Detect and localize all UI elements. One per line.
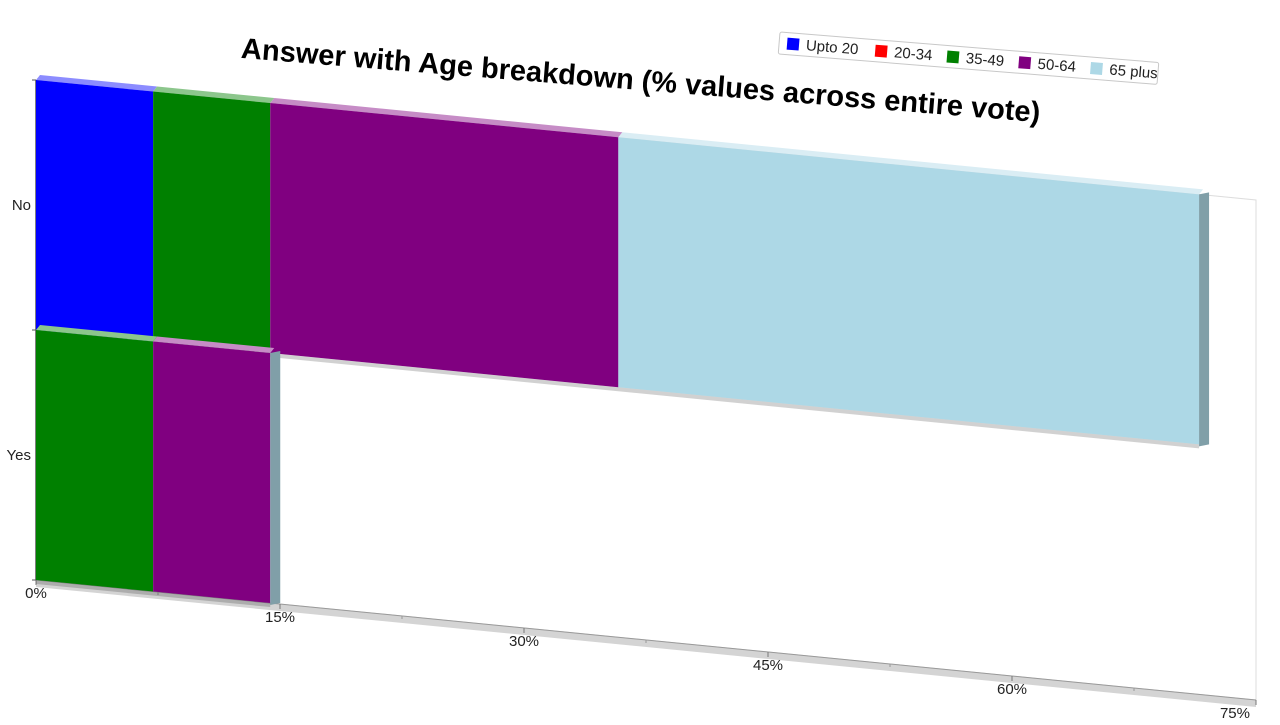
legend-label: 35-49 xyxy=(965,50,1005,70)
bar-segment xyxy=(618,137,1200,445)
legend-swatch xyxy=(874,44,888,58)
legend-group: Upto 20 20-34 35-49 50-64 65 plus xyxy=(777,31,1160,85)
x-tick-label: 75% xyxy=(1220,705,1250,720)
legend-label: 50-64 xyxy=(1037,56,1077,76)
bar-top-face xyxy=(618,132,1204,195)
y-tick-label: No xyxy=(12,197,31,214)
bar-top-face xyxy=(153,336,275,354)
bar-top-face xyxy=(270,98,623,138)
bar-top-face xyxy=(36,325,158,342)
legend-swatch xyxy=(1090,62,1103,75)
bar-shadow xyxy=(36,580,271,608)
bar-top-face xyxy=(153,86,275,104)
x-tick-label: 0% xyxy=(25,585,47,602)
legend-label: 20-34 xyxy=(893,44,933,64)
legend-label: Upto 20 xyxy=(805,37,859,58)
bar-end-face xyxy=(270,351,281,606)
x-tick-label: 15% xyxy=(265,609,295,626)
chart-floor xyxy=(36,580,1256,707)
bar-segment xyxy=(270,103,619,388)
x-tick-label: 60% xyxy=(997,681,1027,698)
plot-area: 0% 15% 30% 45% 60% 75% No Yes xyxy=(7,75,1257,722)
legend-swatch xyxy=(1018,56,1032,70)
legend-swatch xyxy=(786,37,800,51)
bar-segment xyxy=(36,330,154,592)
bar-shadow xyxy=(36,330,1200,449)
bar-end-face xyxy=(1199,192,1210,447)
x-tick-label: 45% xyxy=(753,657,783,674)
chart-legend: Upto 20 20-34 35-49 50-64 65 plus xyxy=(777,31,1160,85)
y-tick-label: Yes xyxy=(7,447,31,464)
bar-segment xyxy=(153,341,271,604)
bar-segment xyxy=(153,91,271,354)
bar-segment xyxy=(36,80,154,342)
legend-box xyxy=(777,31,1160,85)
legend-swatch xyxy=(946,50,960,64)
bar-top-face xyxy=(36,75,158,92)
legend-label: 65 plus xyxy=(1109,62,1159,83)
x-tick-label: 30% xyxy=(509,633,539,650)
